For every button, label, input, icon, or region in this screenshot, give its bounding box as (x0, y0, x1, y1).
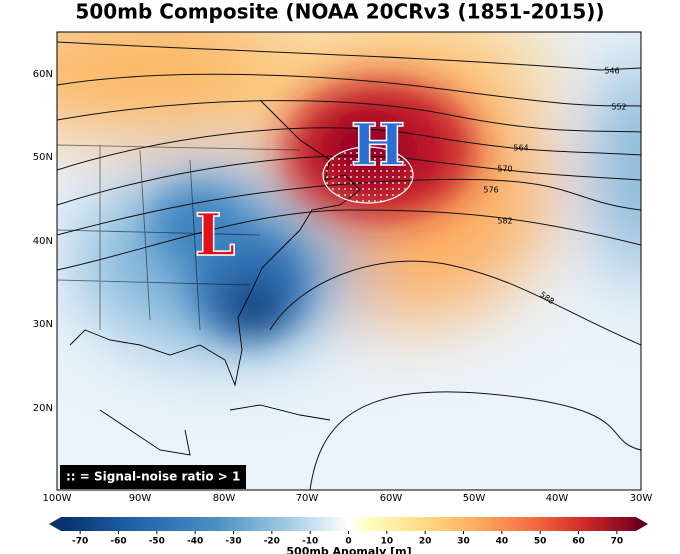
lon-label: 90W (129, 493, 152, 504)
significance-stipple (322, 146, 414, 204)
map-frame (56, 31, 642, 491)
colorbar-fill (61, 517, 636, 531)
colorbar-extend-low (49, 517, 61, 531)
contour-label: 552 (611, 103, 626, 112)
lat-label: 60N (33, 69, 53, 80)
high-marker: H (351, 111, 406, 179)
contour (57, 127, 641, 171)
colorbar-tick-label: 20 (419, 537, 432, 547)
contour (309, 391, 641, 490)
colorbar-tick-label: 30 (457, 537, 470, 547)
contour-label: 564 (513, 144, 528, 153)
colorbar-tick-label: -70 (72, 537, 88, 547)
lon-label: 40W (546, 493, 569, 504)
contour-label: 576 (483, 186, 498, 195)
lon-label: 30W (630, 493, 653, 504)
colorbar-tick-label: 60 (572, 537, 585, 547)
colorbar-tick-label: -20 (264, 537, 280, 547)
contour (57, 41, 641, 71)
colorbar-tick-label: 50 (534, 537, 547, 547)
colorbar-tick-label: -40 (187, 537, 203, 547)
contour-label: 570 (497, 165, 512, 174)
colorbar-label: 500mb Anomaly [m] (286, 545, 411, 554)
contour-label: 546 (604, 67, 619, 76)
colorbar-tick-label: -10 (302, 537, 318, 547)
colorbar-tick-label: 10 (381, 537, 394, 547)
contour (57, 209, 641, 271)
lon-label: 100W (43, 493, 72, 504)
colorbar-tick-label: -50 (149, 537, 165, 547)
low-marker: L (195, 201, 236, 269)
contour (57, 73, 641, 107)
colorbar-tick-label: 70 (611, 537, 624, 547)
colorbar-tick-label: -60 (110, 537, 126, 547)
colorbar-tick-label: 40 (496, 537, 509, 547)
lat-label: 50N (33, 152, 53, 163)
lon-label: 80W (213, 493, 236, 504)
colorbar-extend-high (636, 517, 648, 531)
borders (57, 144, 301, 331)
contour-label: 582 (497, 217, 512, 226)
lat-label: 40N (33, 236, 53, 247)
legend-box (60, 465, 246, 489)
legend-text: :: = Signal-noise ratio > 1 (66, 470, 240, 484)
colorbar-tick-label: -30 (225, 537, 241, 547)
contour (57, 100, 641, 133)
lon-label: 50W (463, 493, 486, 504)
lat-label: 30N (33, 319, 53, 330)
lon-label: 60W (380, 493, 403, 504)
contour (269, 260, 641, 346)
colorbar: -70 -60 -50 -40 -30 -20 -10 0 10 20 30 40 50 60 70 (49, 517, 648, 547)
lat-label: 20N (33, 403, 53, 414)
lon-label: 70W (296, 493, 319, 504)
colorbar-tick-label: 0 (345, 537, 351, 547)
title: 500mb Composite (NOAA 20CRv3 (1851-2015)… (75, 0, 604, 24)
